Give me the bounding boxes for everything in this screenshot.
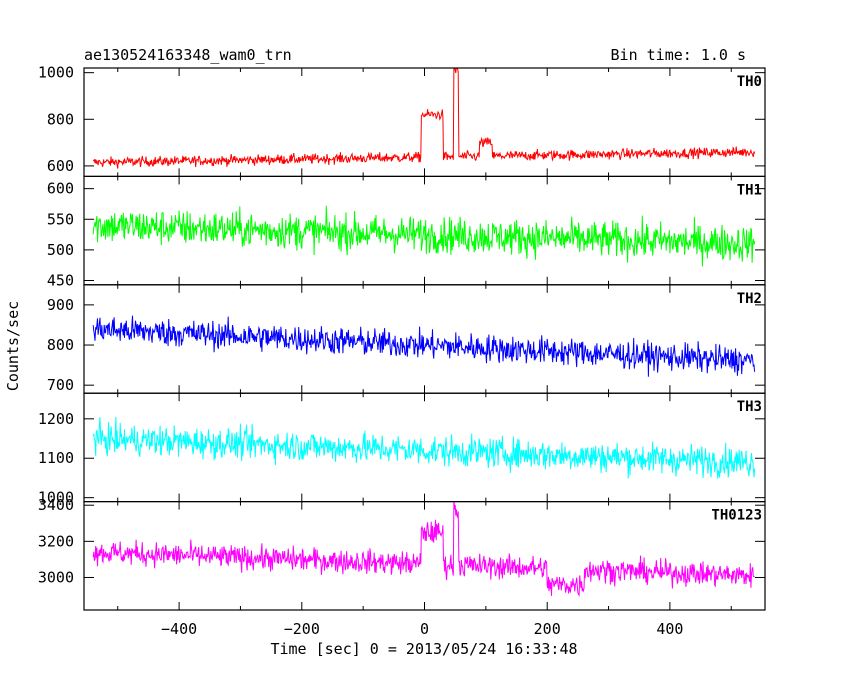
panel-th2: TH2 700 800 900 bbox=[47, 284, 766, 394]
x-tick-label: 0 bbox=[420, 620, 429, 638]
x-tick-labels: −400 −200 0 200 400 bbox=[161, 620, 683, 638]
panels-group: TH0 600 800 1000 TH1 450 500 550 600 TH2 700 800 900… bbox=[38, 64, 766, 611]
y-axis-label: Counts/sec bbox=[4, 301, 22, 391]
y-tick-label: 550 bbox=[47, 210, 74, 228]
x-tick-label: 400 bbox=[656, 620, 683, 638]
x-tick-label: 200 bbox=[534, 620, 561, 638]
panel-label: TH0 bbox=[737, 74, 762, 90]
x-axis-label: Time [sec] 0 = 2013/05/24 16:33:48 bbox=[270, 640, 577, 658]
panel-frame bbox=[83, 284, 766, 394]
x-tick-label: −200 bbox=[284, 620, 320, 638]
bin-time-label: Bin time: 1.0 s bbox=[611, 46, 746, 64]
y-tick-label: 3400 bbox=[38, 496, 74, 514]
panel-label: TH3 bbox=[737, 399, 762, 415]
y-tick-label: 1000 bbox=[38, 64, 74, 82]
y-tick-label: 450 bbox=[47, 272, 74, 290]
y-tick-label: 800 bbox=[47, 336, 74, 354]
y-tick-label: 900 bbox=[47, 296, 74, 314]
y-tick-label: 1100 bbox=[38, 449, 74, 467]
plot-title: ae130524163348_wam0_trn bbox=[84, 46, 292, 64]
y-tick-label: 1200 bbox=[38, 410, 74, 428]
panel-label: TH2 bbox=[737, 291, 762, 307]
y-tick-label: 600 bbox=[47, 180, 74, 198]
panel-th0: TH0 600 800 1000 bbox=[38, 64, 766, 178]
y-tick-label: 1000 bbox=[38, 489, 74, 507]
y-tick-label: 500 bbox=[47, 241, 74, 259]
series-line-th2 bbox=[92, 315, 756, 377]
panel-th3: TH3 1000 1100 1200 bbox=[38, 392, 766, 507]
x-tick-label: −400 bbox=[161, 620, 197, 638]
y-tick-label: 700 bbox=[47, 376, 74, 394]
panel-th1: TH1 450 500 550 600 bbox=[47, 175, 766, 290]
y-tick-label: 600 bbox=[47, 157, 74, 175]
panel-label: TH0123 bbox=[711, 508, 762, 524]
panel-th0123: TH0123 3000 3200 3400 bbox=[38, 496, 766, 611]
y-tick-label: 3200 bbox=[38, 532, 74, 550]
y-tick-label: 800 bbox=[47, 110, 74, 128]
panel-label: TH1 bbox=[737, 182, 762, 198]
y-tick-label: 3000 bbox=[38, 568, 74, 586]
series-line-th1 bbox=[92, 205, 756, 267]
series-line-th0123 bbox=[92, 501, 755, 597]
series-line-th3 bbox=[92, 416, 756, 479]
series-line-th0 bbox=[92, 68, 756, 169]
